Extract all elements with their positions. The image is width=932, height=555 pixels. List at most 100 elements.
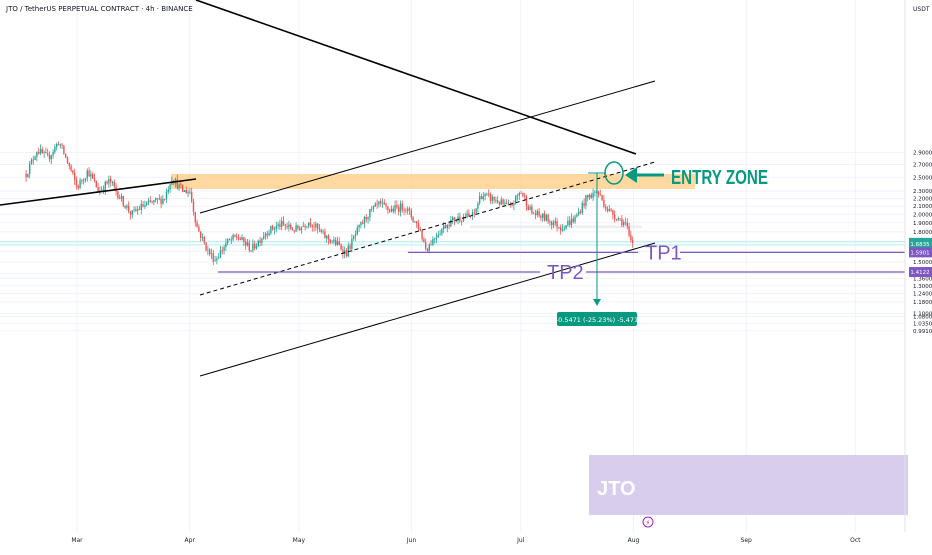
candle-body bbox=[271, 225, 274, 230]
candle-body bbox=[408, 208, 411, 211]
candle-body bbox=[28, 163, 31, 174]
y-tick-label: 1.9000 bbox=[913, 221, 932, 227]
candle-body bbox=[421, 230, 423, 240]
candle-body bbox=[255, 245, 258, 249]
candle-body bbox=[338, 241, 340, 245]
candle-body bbox=[516, 195, 519, 197]
candle-body bbox=[426, 248, 429, 251]
watermark-label: JTO bbox=[597, 478, 636, 500]
candle-body bbox=[190, 192, 193, 202]
candle-body bbox=[358, 225, 360, 228]
candle-body bbox=[221, 250, 223, 252]
y-tick-label: 2.2000 bbox=[913, 196, 932, 202]
candle-body bbox=[270, 225, 272, 234]
candle-body bbox=[311, 225, 313, 227]
candle-body bbox=[86, 170, 88, 179]
candle-body bbox=[149, 200, 151, 202]
candle-body bbox=[266, 233, 268, 236]
candle-body bbox=[75, 180, 78, 187]
symbol-title: JTO / TetherUS PERPETUAL CONTRACT · 4h ·… bbox=[6, 5, 193, 13]
candle-body bbox=[392, 208, 394, 212]
candle-body bbox=[495, 200, 497, 202]
candle-body bbox=[424, 242, 427, 249]
candle-body bbox=[370, 208, 373, 210]
candle-body bbox=[151, 201, 153, 203]
candle-body bbox=[354, 234, 357, 237]
candle-body bbox=[57, 144, 60, 146]
candle-body bbox=[104, 181, 106, 191]
candle-body bbox=[592, 192, 594, 198]
channel-mid-line bbox=[199, 161, 656, 296]
candle-body bbox=[480, 196, 483, 200]
candle-body bbox=[621, 218, 623, 226]
candle-body bbox=[243, 237, 245, 242]
candle-body bbox=[273, 228, 276, 230]
candle-body bbox=[610, 209, 612, 211]
candle-body bbox=[462, 217, 465, 222]
candle-body bbox=[84, 178, 87, 181]
candle-body bbox=[252, 243, 254, 251]
candle-body bbox=[423, 239, 425, 243]
candle-body bbox=[43, 152, 45, 153]
candle-body bbox=[572, 218, 574, 222]
candle-body bbox=[378, 201, 380, 205]
candle-body bbox=[127, 205, 130, 212]
candle-body bbox=[203, 236, 205, 243]
candle-body bbox=[226, 239, 229, 244]
candle-body bbox=[543, 213, 546, 221]
y-tick-label: 2.9000 bbox=[913, 151, 932, 157]
candle-body bbox=[39, 149, 42, 154]
candle-body bbox=[514, 195, 517, 204]
candle-body bbox=[212, 253, 214, 262]
candle-body bbox=[381, 202, 384, 204]
candle-body bbox=[534, 213, 537, 216]
candle-body bbox=[244, 241, 247, 246]
candle-body bbox=[253, 243, 256, 249]
candle-body bbox=[140, 204, 142, 210]
candle-body bbox=[68, 162, 70, 166]
candle-body bbox=[315, 223, 317, 228]
candle-body bbox=[460, 221, 463, 222]
support-trendline bbox=[0, 178, 197, 206]
candle-body bbox=[583, 203, 585, 206]
x-tick-label: Oct bbox=[850, 537, 861, 544]
candle-body bbox=[455, 220, 457, 222]
candle-body bbox=[297, 225, 299, 229]
candle-body bbox=[336, 241, 339, 245]
candle-body bbox=[318, 228, 321, 230]
candle-body bbox=[90, 173, 92, 177]
candle-body bbox=[444, 225, 447, 229]
candle-body bbox=[522, 193, 524, 196]
candle-body bbox=[279, 224, 281, 227]
candle-body bbox=[183, 189, 186, 192]
candle-body bbox=[363, 217, 366, 224]
candle-body bbox=[550, 221, 553, 226]
candle-body bbox=[180, 184, 182, 186]
candle-body bbox=[628, 226, 630, 236]
candle-body bbox=[394, 205, 396, 212]
candle-body bbox=[601, 194, 603, 201]
candle-body bbox=[176, 179, 178, 189]
candle-body bbox=[264, 233, 267, 237]
candle-body bbox=[81, 180, 83, 182]
candle-body bbox=[367, 217, 369, 220]
candle-body bbox=[108, 178, 110, 184]
x-tick-label: Jul bbox=[516, 537, 525, 544]
candle-body bbox=[385, 204, 387, 207]
candle-body bbox=[403, 209, 405, 211]
y-tick-label: 1.0350 bbox=[913, 322, 932, 328]
candle-body bbox=[259, 240, 261, 243]
candle-body bbox=[129, 211, 132, 215]
candle-body bbox=[529, 206, 531, 210]
candle-body bbox=[387, 206, 389, 210]
candle-body bbox=[111, 181, 114, 183]
candle-body bbox=[91, 173, 94, 179]
candle-body bbox=[567, 220, 569, 225]
candle-body bbox=[442, 225, 445, 230]
candle-body bbox=[576, 214, 578, 217]
candle-body bbox=[504, 202, 506, 204]
tp1-label: TP1 bbox=[645, 242, 682, 264]
supply-zone bbox=[171, 173, 695, 189]
